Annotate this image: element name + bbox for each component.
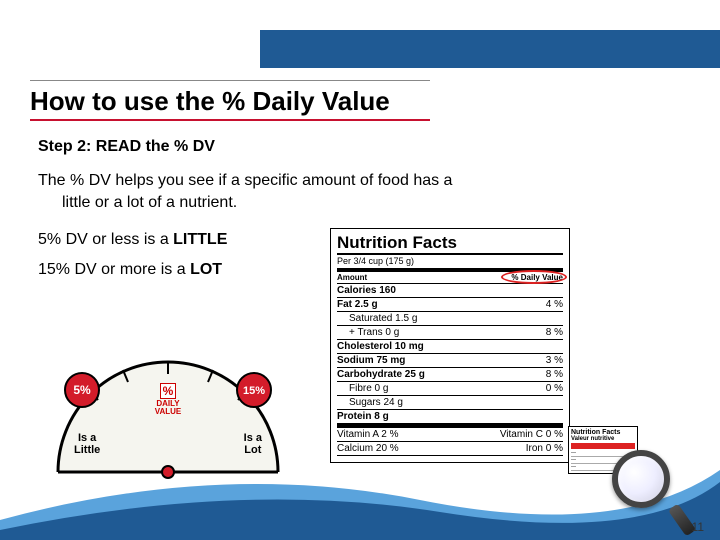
rule-little-prefix: 5% DV or less is a [38, 231, 173, 248]
title-container: How to use the % Daily Value [30, 86, 430, 121]
nutrition-row: Fat 2.5 g4 % [337, 298, 563, 312]
step-heading: Step 2: READ the % DV [38, 138, 678, 156]
amount-header: Amount [337, 273, 367, 282]
mini-label-red [571, 443, 635, 449]
intro-paragraph: The % DV helps you see if a specific amo… [38, 170, 578, 213]
magnifying-glass-icon [612, 450, 684, 522]
nutrition-rows: Fat 2.5 g4 %Saturated 1.5 g+ Trans 0 g8 … [337, 298, 563, 424]
page-title: How to use the % Daily Value [30, 86, 430, 117]
para-line-2: little or a lot of a nutrient. [38, 192, 578, 214]
nutrition-row: Protein 8 g [337, 410, 563, 424]
nutrition-row: Cholesterol 10 mg [337, 340, 563, 354]
nutrition-calories: Calories 160 [337, 284, 563, 298]
magnifier-graphic: Nutrition Facts Valeur nutritive —— —— —… [580, 428, 690, 528]
title-top-rule [30, 80, 430, 81]
page-number: 11 [692, 520, 704, 534]
gauge-center-pct: % [160, 383, 177, 399]
gauge-high-text: 15% [243, 385, 265, 397]
gauge-low-text: 5% [73, 383, 91, 397]
nutrition-row: Sugars 24 g [337, 396, 563, 410]
nutrition-facts-panel: Nutrition Facts Per 3/4 cup (175 g) Amou… [330, 228, 570, 463]
nutrition-col-headers: Amount % Daily Value [337, 272, 563, 284]
nutrition-row: Saturated 1.5 g [337, 312, 563, 326]
gauge-center-line2: VALUE [150, 408, 186, 416]
gauge-center-label: % DAILY VALUE [150, 382, 186, 416]
nutrition-row: Fibre 0 g0 % [337, 382, 563, 396]
nutrition-row: + Trans 0 g8 % [337, 326, 563, 340]
nutrition-row: Sodium 75 mg3 % [337, 354, 563, 368]
para-line-1: The % DV helps you see if a specific amo… [38, 172, 452, 189]
mini-label-en: Nutrition Facts [571, 429, 635, 436]
nutrition-heading: Nutrition Facts [337, 233, 563, 255]
nutrition-row: Carbohydrate 25 g8 % [337, 368, 563, 382]
nutrition-vitamin-row: Vitamin A 2 %Vitamin C 0 % [337, 428, 563, 442]
rule-lot-key: LOT [190, 261, 222, 278]
rule-lot-prefix: 15% DV or more is a [38, 261, 190, 278]
nutrition-serving: Per 3/4 cup (175 g) [337, 255, 563, 272]
dv-header: % Daily Value [511, 273, 563, 282]
header-band [260, 30, 720, 68]
rule-little-key: LITTLE [173, 231, 227, 248]
mini-label-fr: Valeur nutritive [571, 436, 635, 442]
